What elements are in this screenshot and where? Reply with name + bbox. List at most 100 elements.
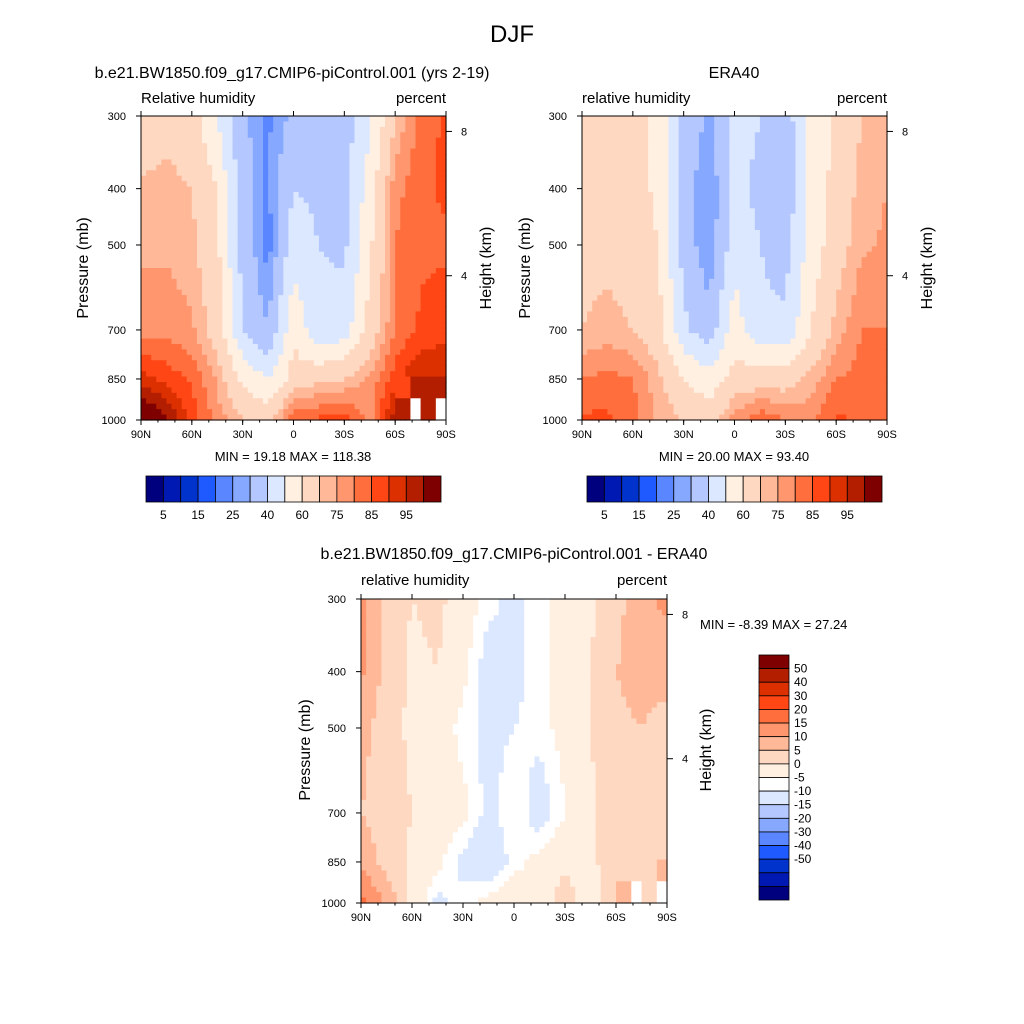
heatmap-cell bbox=[207, 382, 213, 389]
heatmap-cell bbox=[673, 186, 680, 193]
heatmap-cell bbox=[790, 164, 797, 171]
heatmap-cell bbox=[658, 240, 664, 247]
heatmap-cell bbox=[217, 262, 223, 269]
heatmap-cell bbox=[668, 132, 675, 139]
heatmap-cell bbox=[632, 132, 639, 139]
heatmap-cell bbox=[663, 116, 670, 123]
heatmap-cell bbox=[785, 143, 792, 150]
heatmap-cell bbox=[349, 268, 356, 275]
heatmap-cell bbox=[146, 246, 152, 253]
heatmap-cell bbox=[673, 213, 680, 220]
heatmap-cell bbox=[263, 116, 269, 123]
heatmap-cell bbox=[385, 300, 391, 307]
heatmap-cell bbox=[663, 170, 670, 177]
heatmap-cell bbox=[257, 268, 264, 275]
heatmap-cell bbox=[592, 235, 598, 242]
heatmap-cell bbox=[729, 251, 736, 258]
heatmap-cell bbox=[815, 213, 822, 220]
heatmap-cell bbox=[602, 159, 609, 166]
heatmap-cell bbox=[856, 240, 863, 247]
heatmap-cell bbox=[653, 132, 659, 139]
heatmap-cell bbox=[379, 257, 386, 264]
heatmap-cell bbox=[775, 181, 781, 188]
heatmap-cell bbox=[405, 219, 412, 226]
heatmap-cell bbox=[841, 170, 847, 177]
heatmap-cell bbox=[161, 289, 168, 296]
heatmap-field bbox=[141, 116, 447, 421]
heatmap-cell bbox=[263, 322, 269, 329]
heatmap-cell bbox=[318, 398, 325, 405]
heatmap-cell bbox=[196, 398, 203, 405]
heatmap-cell bbox=[237, 126, 244, 133]
heatmap-cell bbox=[815, 121, 822, 128]
heatmap-cell bbox=[856, 235, 863, 242]
heatmap-cell bbox=[217, 300, 223, 307]
heatmap-cell bbox=[749, 143, 756, 150]
heatmap-cell bbox=[861, 132, 868, 139]
heatmap-cell bbox=[364, 143, 371, 150]
heatmap-cell bbox=[283, 230, 290, 237]
heatmap-cell bbox=[354, 295, 361, 302]
heatmap-cell bbox=[744, 126, 751, 133]
heatmap-cell bbox=[344, 148, 351, 155]
heatmap-cell bbox=[415, 240, 422, 247]
heatmap-cell bbox=[176, 257, 183, 264]
heatmap-cell bbox=[247, 344, 254, 351]
heatmap-cell bbox=[678, 202, 685, 209]
heatmap-cell bbox=[425, 289, 432, 296]
heatmap-cell bbox=[334, 175, 340, 182]
heatmap-cell bbox=[405, 159, 412, 166]
heatmap-cell bbox=[420, 387, 427, 394]
heatmap-cell bbox=[354, 126, 361, 133]
heatmap-cell bbox=[202, 306, 208, 313]
heatmap-cell bbox=[186, 116, 193, 123]
heatmap-cell bbox=[257, 246, 264, 253]
x-tick-label: 0 bbox=[290, 429, 296, 441]
heatmap-cell bbox=[379, 116, 386, 123]
colorbar-swatch bbox=[423, 475, 442, 503]
heatmap-cell bbox=[435, 392, 442, 399]
heatmap-cell bbox=[344, 333, 351, 340]
heatmap-cell bbox=[257, 289, 264, 296]
heatmap-cell bbox=[826, 143, 832, 150]
heatmap-cell bbox=[202, 148, 208, 155]
heatmap-cell bbox=[146, 382, 152, 389]
heatmap-cell bbox=[298, 354, 305, 361]
heatmap-cell bbox=[273, 306, 279, 313]
heatmap-cell bbox=[826, 148, 832, 155]
heatmap-cell bbox=[440, 360, 447, 367]
heatmap-cell bbox=[288, 289, 295, 296]
heatmap-cell bbox=[643, 224, 649, 231]
heatmap-cell bbox=[303, 376, 310, 383]
heatmap-cell bbox=[374, 387, 381, 394]
heatmap-cell bbox=[390, 240, 396, 247]
heatmap-cell bbox=[734, 219, 741, 226]
heatmap-cell bbox=[765, 197, 771, 204]
heatmap-cell bbox=[881, 213, 888, 220]
heatmap-cell bbox=[390, 398, 396, 405]
heatmap-cell bbox=[263, 192, 269, 199]
heatmap-cell bbox=[151, 121, 157, 128]
heatmap-cell bbox=[268, 284, 274, 291]
heatmap-cell bbox=[379, 316, 386, 323]
heatmap-cell bbox=[790, 213, 797, 220]
heatmap-cell bbox=[810, 224, 817, 231]
heatmap-cell bbox=[232, 382, 239, 389]
heatmap-cell bbox=[435, 164, 442, 171]
heatmap-cell bbox=[146, 126, 152, 133]
heatmap-cell bbox=[176, 327, 183, 334]
heatmap-cell bbox=[405, 132, 412, 139]
heatmap-cell bbox=[207, 349, 213, 356]
heatmap-cell bbox=[141, 322, 147, 329]
heatmap-cell bbox=[420, 181, 427, 188]
heatmap-cell bbox=[191, 192, 198, 199]
heatmap-cell bbox=[866, 219, 873, 226]
heatmap-cell bbox=[425, 327, 432, 334]
heatmap-cell bbox=[344, 197, 351, 204]
heatmap-cell bbox=[653, 159, 659, 166]
heatmap-cell bbox=[166, 371, 173, 378]
heatmap-cell bbox=[186, 170, 193, 177]
heatmap-cell bbox=[415, 116, 422, 123]
heatmap-cell bbox=[151, 175, 157, 182]
heatmap-cell bbox=[627, 202, 634, 209]
